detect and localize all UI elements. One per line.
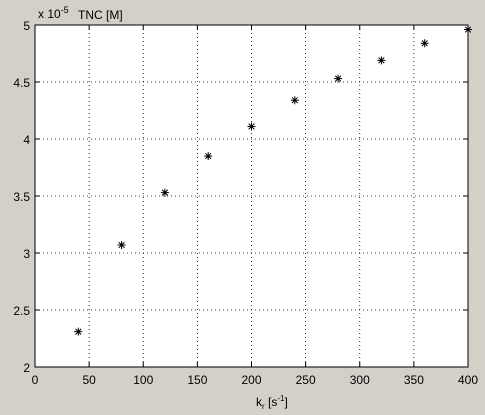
y-tick-label: 3: [23, 247, 30, 261]
y-multiplier: x 10-5: [38, 5, 69, 21]
y-tick-label: 4: [23, 133, 30, 147]
label-unit: [s: [265, 395, 278, 409]
x-tick-label: 400: [458, 373, 478, 387]
y-tick-label: 2.5: [13, 304, 30, 318]
point: [420, 39, 429, 48]
y-tick-label: 3.5: [13, 190, 30, 204]
label-superscript: -1: [277, 394, 285, 403]
x-tick-label: 0: [32, 373, 39, 387]
point: [290, 96, 299, 105]
y-tick-label: 5: [23, 19, 30, 33]
y-axis-label: TNC [M]: [78, 8, 123, 22]
point: [117, 241, 126, 250]
point: [464, 25, 472, 34]
point: [377, 56, 386, 65]
axes-box: [34, 24, 469, 368]
y-tick-label: 2: [23, 361, 30, 375]
point: [74, 327, 83, 336]
point: [247, 122, 256, 131]
x-tick-label: 50: [82, 373, 96, 387]
point: [334, 74, 343, 83]
x-tick-label: 350: [404, 373, 424, 387]
x-axis-label: kr [s-1]: [256, 394, 288, 411]
multiplier-exponent: -5: [61, 5, 69, 15]
x-tick-label: 150: [187, 373, 207, 387]
label-close: ]: [284, 395, 287, 409]
label-subscript: r: [262, 402, 265, 411]
point: [204, 152, 213, 161]
x-tick-label: 250: [296, 373, 316, 387]
multiplier-base: x 10: [38, 7, 61, 21]
label-base: k: [256, 395, 263, 409]
y-tick-label: 4.5: [13, 76, 30, 90]
x-tick-label: 100: [133, 373, 153, 387]
x-tick-label: 200: [241, 373, 261, 387]
point: [160, 188, 169, 197]
x-tick-label: 300: [350, 373, 370, 387]
